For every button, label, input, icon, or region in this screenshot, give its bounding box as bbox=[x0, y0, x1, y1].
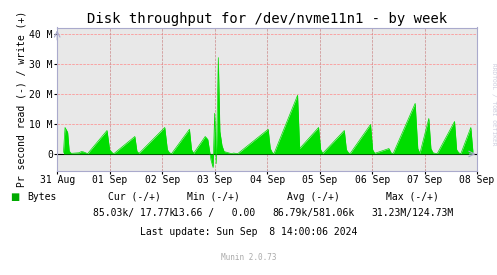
Text: Cur (-/+): Cur (-/+) bbox=[108, 192, 161, 202]
Text: Bytes: Bytes bbox=[27, 192, 57, 202]
Text: 31.23M/124.73M: 31.23M/124.73M bbox=[371, 208, 454, 218]
Text: 85.03k/ 17.77k: 85.03k/ 17.77k bbox=[93, 208, 175, 218]
Text: 13.66 /   0.00: 13.66 / 0.00 bbox=[172, 208, 255, 218]
Text: RRDTOOL / TOBI OETIKER: RRDTOOL / TOBI OETIKER bbox=[491, 63, 496, 146]
Title: Disk throughput for /dev/nvme11n1 - by week: Disk throughput for /dev/nvme11n1 - by w… bbox=[87, 12, 447, 26]
Text: ■: ■ bbox=[10, 192, 19, 202]
Y-axis label: Pr second read (-) / write (+): Pr second read (-) / write (+) bbox=[17, 11, 27, 187]
Text: Max (-/+): Max (-/+) bbox=[386, 192, 439, 202]
Text: Min (-/+): Min (-/+) bbox=[187, 192, 240, 202]
Text: Last update: Sun Sep  8 14:00:06 2024: Last update: Sun Sep 8 14:00:06 2024 bbox=[140, 227, 357, 237]
Text: Munin 2.0.73: Munin 2.0.73 bbox=[221, 253, 276, 262]
Text: Avg (-/+): Avg (-/+) bbox=[287, 192, 339, 202]
Text: 86.79k/581.06k: 86.79k/581.06k bbox=[272, 208, 354, 218]
